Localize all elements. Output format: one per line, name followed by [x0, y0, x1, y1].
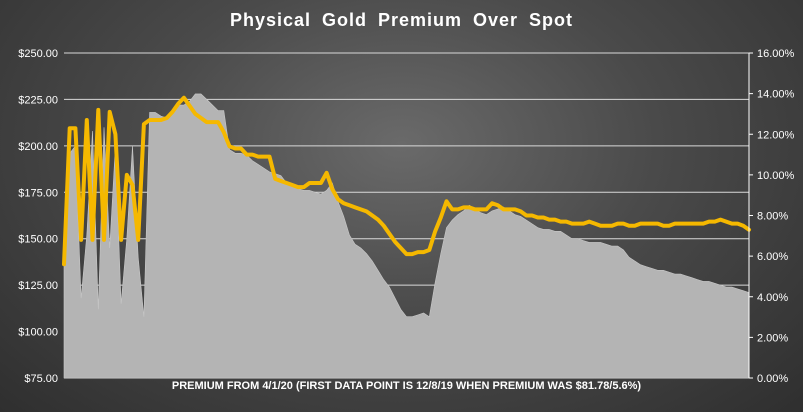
y-left-tick-label: $225.00 [18, 94, 58, 106]
y-right-tick-label: 4.00% [757, 292, 788, 304]
premium-percent-line [62, 95, 751, 267]
premium-dollar-area [63, 93, 750, 379]
y-right-tick-label: 14.00% [757, 89, 795, 101]
y-right-tick-label: 8.00% [757, 211, 788, 223]
y-left-tick-label: $200.00 [18, 141, 58, 153]
y-right-tick-label: 10.00% [757, 170, 795, 182]
y-left-tick-label: $175.00 [18, 187, 58, 199]
y-right-tick-label: 0.00% [757, 373, 788, 385]
x-axis-label: PREMIUM FROM 4/1/20 (FIRST DATA POINT IS… [171, 380, 642, 392]
y-left-tick-label: $100.00 [18, 327, 58, 339]
y-left-tick-label: $150.00 [18, 234, 58, 246]
y-left-tick-label: $250.00 [18, 48, 58, 60]
y-right-tick-label: 12.00% [757, 129, 795, 141]
y-right-tick-label: 2.00% [757, 332, 788, 344]
chart-title: Physical Gold Premium Over Spot [229, 10, 574, 30]
line-layer [62, 95, 751, 267]
y-left-tick-label: $75.00 [24, 373, 58, 385]
y-left-tick-label: $125.00 [18, 280, 58, 292]
y-right-tick-label: 16.00% [757, 48, 795, 60]
area-layer [63, 93, 750, 379]
axis-layer: $75.00 $100.00 $125.00 $150.00 $175.00 $200.0… [18, 48, 794, 385]
y-right-tick-label: 6.00% [757, 251, 788, 263]
